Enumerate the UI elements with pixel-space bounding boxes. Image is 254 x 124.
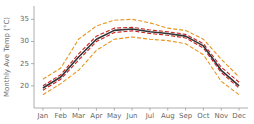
y-tick-label: 35 <box>20 15 29 23</box>
x-tick-label: Feb <box>55 112 68 120</box>
x-tick <box>149 108 150 111</box>
x-tick <box>185 108 186 111</box>
x-tick-label: Aug <box>161 112 175 120</box>
x-tick-label: Jan <box>37 112 49 120</box>
x-tick <box>60 108 61 111</box>
x-tick-label: Apr <box>90 112 102 120</box>
series-line <box>43 31 239 90</box>
x-tick-label: Jun <box>126 112 138 120</box>
y-axis-label: Monthly Ave Temp (°C) <box>3 17 11 97</box>
plot-area <box>43 19 239 94</box>
x-tick-label: Mar <box>72 112 85 120</box>
chart: 20 25 30 35 Jan Feb Mar Apr May Jun Jul Aug Sep Oct No… <box>0 0 254 124</box>
x-tick <box>203 108 204 111</box>
x-tick <box>167 108 168 111</box>
y-tick-label: 25 <box>20 60 29 68</box>
x-tick-label: May <box>107 112 121 120</box>
y-axis-line <box>34 6 35 108</box>
y-tick <box>31 19 34 20</box>
series-line <box>43 37 239 95</box>
x-tick <box>239 108 240 111</box>
y-tick <box>31 63 34 64</box>
x-tick <box>42 108 43 111</box>
x-tick <box>114 108 115 111</box>
x-tick-label: Oct <box>197 112 209 120</box>
series-line <box>43 29 239 88</box>
x-tick <box>96 108 97 111</box>
x-tick <box>78 108 79 111</box>
y-tick <box>31 41 34 42</box>
x-tick-label: Sep <box>179 112 193 120</box>
y-tick <box>31 85 34 86</box>
chart-container: 20 25 30 35 Jan Feb Mar Apr May Jun Jul Aug Sep Oct No… <box>0 0 254 124</box>
x-tick-label: Jul <box>145 112 155 120</box>
x-tick <box>132 108 133 111</box>
series-line <box>43 19 239 79</box>
x-tick-label: Nov <box>214 112 228 120</box>
x-tick-label: Dec <box>232 112 246 120</box>
y-tick-label: 30 <box>20 37 29 45</box>
y-tick-label: 20 <box>20 82 29 90</box>
x-tick <box>221 108 222 111</box>
x-axis-line <box>34 108 248 109</box>
